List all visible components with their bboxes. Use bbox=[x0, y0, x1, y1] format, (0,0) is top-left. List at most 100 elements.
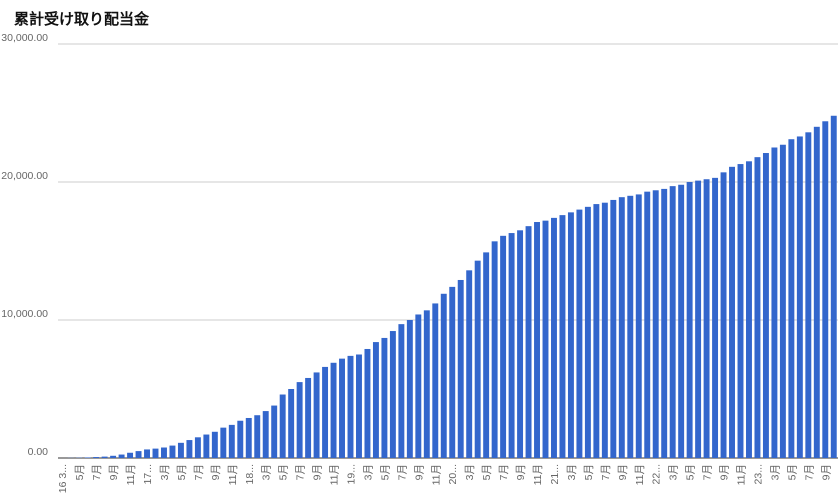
x-tick-label: 19... bbox=[346, 464, 358, 484]
x-tick-label: 5月 bbox=[74, 464, 86, 480]
bar bbox=[805, 132, 812, 458]
bar bbox=[152, 448, 159, 458]
bar bbox=[406, 320, 413, 458]
bar bbox=[398, 324, 405, 458]
y-tick-label: 10,000.00 bbox=[1, 308, 48, 320]
bar bbox=[262, 411, 269, 458]
bar bbox=[678, 184, 685, 458]
y-tick-label: 30,000.00 bbox=[1, 32, 48, 44]
bar bbox=[610, 199, 617, 458]
bar bbox=[584, 206, 591, 458]
bar bbox=[169, 445, 176, 458]
bar bbox=[729, 166, 735, 458]
x-tick-label: 9月 bbox=[820, 464, 832, 480]
bar bbox=[364, 348, 371, 458]
x-tick-label: 11月 bbox=[329, 464, 341, 485]
bar bbox=[135, 451, 142, 458]
x-tick-label: 3月 bbox=[668, 464, 680, 480]
x-tick-label: 7月 bbox=[702, 464, 714, 480]
x-tick-label: 9月 bbox=[108, 464, 120, 480]
bar bbox=[567, 212, 574, 458]
x-tick-label: 5月 bbox=[278, 464, 290, 480]
bar bbox=[508, 233, 515, 458]
bar bbox=[754, 157, 761, 458]
y-tick-label: 0.00 bbox=[28, 446, 49, 458]
bar bbox=[432, 303, 439, 458]
bar bbox=[322, 366, 329, 458]
bar bbox=[525, 226, 532, 458]
bar bbox=[500, 235, 507, 458]
bar bbox=[381, 337, 388, 458]
bar bbox=[652, 190, 659, 458]
bar bbox=[703, 179, 710, 459]
bar bbox=[517, 230, 524, 458]
bar bbox=[746, 161, 752, 459]
x-tick-label: 3月 bbox=[261, 464, 273, 480]
bar bbox=[551, 217, 557, 458]
x-tick-label: 9月 bbox=[413, 464, 425, 480]
x-tick-label: 7月 bbox=[193, 464, 205, 480]
x-tick-label: 17... bbox=[142, 464, 154, 484]
x-tick-label: 5月 bbox=[481, 464, 493, 480]
chart-title: 累計受け取り配当金 bbox=[14, 10, 150, 28]
bar bbox=[627, 195, 634, 459]
bar bbox=[228, 424, 235, 458]
x-tick-label: 11月 bbox=[634, 464, 646, 485]
x-tick-label: 11月 bbox=[736, 464, 748, 485]
x-tick-label: 3月 bbox=[566, 464, 578, 480]
x-tick-label: 7月 bbox=[295, 464, 307, 480]
bar bbox=[796, 136, 803, 458]
x-tick-label: 3月 bbox=[159, 464, 171, 480]
bar bbox=[534, 222, 540, 458]
x-tick-label: 9月 bbox=[719, 464, 731, 480]
bar bbox=[779, 144, 786, 459]
bar bbox=[296, 382, 303, 458]
bar bbox=[423, 310, 430, 458]
bar bbox=[93, 457, 100, 458]
y-tick-label: 20,000.00 bbox=[1, 170, 48, 182]
bar bbox=[635, 194, 642, 459]
bar bbox=[177, 442, 184, 458]
x-tick-label: 7月 bbox=[396, 464, 408, 480]
x-tick-label: 22... bbox=[651, 464, 663, 484]
bar bbox=[161, 447, 167, 458]
bar bbox=[101, 456, 108, 458]
bar bbox=[542, 220, 549, 458]
bar bbox=[830, 115, 837, 458]
bar bbox=[559, 215, 566, 458]
x-tick-label: 23... bbox=[752, 464, 764, 484]
x-tick-label: 9月 bbox=[515, 464, 527, 480]
bar bbox=[466, 270, 473, 458]
x-tick-label: 7月 bbox=[600, 464, 612, 480]
bar bbox=[118, 454, 125, 458]
bar bbox=[271, 405, 278, 458]
bar bbox=[593, 204, 600, 458]
bar bbox=[220, 427, 227, 458]
x-tick-label: 3月 bbox=[769, 464, 781, 480]
bar bbox=[474, 260, 481, 458]
bar bbox=[822, 121, 829, 458]
x-tick-label: 20... bbox=[447, 464, 459, 484]
bar bbox=[237, 420, 244, 458]
x-tick-label: 16 3... bbox=[57, 464, 69, 493]
x-tick-label: 21... bbox=[549, 464, 561, 484]
bar bbox=[211, 431, 218, 458]
bar bbox=[84, 457, 91, 458]
bar bbox=[203, 434, 210, 458]
bar bbox=[686, 182, 693, 458]
bar bbox=[695, 180, 702, 458]
bar bbox=[254, 415, 261, 458]
bar bbox=[457, 279, 464, 458]
bar bbox=[661, 188, 668, 458]
bar bbox=[330, 362, 337, 458]
bar bbox=[288, 389, 295, 458]
bar bbox=[110, 455, 117, 458]
x-tick-label: 3月 bbox=[464, 464, 476, 480]
bar bbox=[813, 126, 820, 459]
x-tick-label: 9月 bbox=[617, 464, 629, 480]
x-tick-label: 9月 bbox=[312, 464, 324, 480]
x-tick-label: 7月 bbox=[91, 464, 103, 480]
bar bbox=[313, 372, 320, 458]
x-tick-label: 9月 bbox=[210, 464, 222, 480]
